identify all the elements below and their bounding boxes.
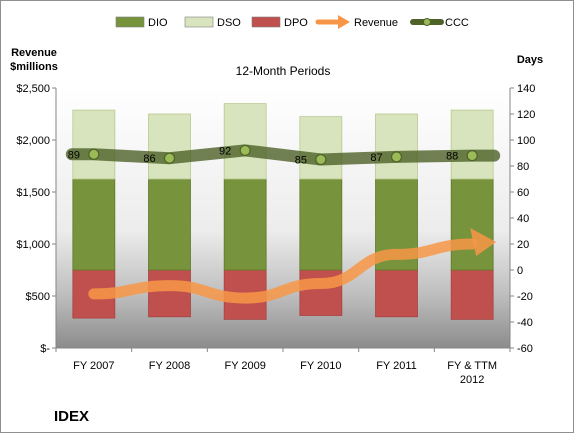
right-tick-label: 0 [517,265,523,277]
bar-dso [299,116,343,180]
x-tick-label: FY 2009 [224,360,265,372]
legend-label-ccc: CCC [445,17,469,29]
left-tick-label: $- [40,343,50,355]
left-tick-label: $2,500 [16,83,50,95]
left-tick-label: $500 [26,291,50,303]
bar-dio [148,178,191,271]
right-tick-label: -60 [517,343,533,355]
bar-dso [72,109,116,180]
ccc-data-label: 87 [370,152,382,164]
left-axis-title-line1: Revenue [11,47,57,59]
chart-title: 12-Month Periods [236,64,331,78]
right-axis-title: Days [517,54,543,66]
legend-label-revenue: Revenue [354,17,398,29]
right-tick-label: 40 [517,213,529,225]
x-tick-label: FY 2010 [300,360,341,372]
bar-dpo [450,269,494,320]
ccc-marker [88,148,100,160]
x-tick-label: FY 2007 [73,360,114,372]
bar-dio [223,178,267,271]
legend-swatch-dpo [251,16,281,28]
legend-swatch-revenue-head [338,15,350,29]
left-axis-title-line2: $millions [10,61,58,73]
ccc-line [65,144,501,166]
bar-dpo [148,269,191,318]
right-tick-label: 60 [517,187,529,199]
bar-dio [72,178,116,271]
legend-swatch-dio [115,16,145,28]
legend-label-dso: DSO [217,17,241,29]
x-tick-label: 2012 [460,374,484,386]
x-tick-label: FY 2008 [149,360,190,372]
bar-dso [450,109,494,180]
ccc-marker [315,153,327,166]
ccc-data-label: 88 [446,151,458,163]
plot-area [56,88,510,348]
right-tick-label: -20 [517,291,533,303]
revenue-line [88,238,478,304]
bar-dso [148,113,191,180]
legend-label-dpo: DPO [284,17,308,29]
bar-dso [375,113,418,180]
right-tick-label: 20 [517,239,529,251]
bar-dio [450,178,494,271]
legend-swatch-dso [184,16,214,28]
right-tick-label: 140 [517,83,535,95]
left-tick-label: $1,500 [16,187,50,199]
bar-dio [299,178,343,271]
bar-dpo [375,269,418,318]
legend-label-dio: DIO [148,17,168,29]
ccc-marker [390,151,403,163]
ccc-marker [466,150,478,162]
ccc-data-label: 92 [219,145,231,157]
right-tick-label: 120 [517,109,535,121]
x-tick-label: FY 2011 [376,360,417,372]
ccc-marker [239,144,251,156]
right-tick-label: 100 [517,135,535,147]
left-tick-label: $1,000 [16,239,50,251]
left-tick-label: $2,000 [16,135,50,147]
company-label: IDEX [54,408,89,425]
x-tick-label: FY & TTM [447,360,497,372]
right-tick-label: 80 [517,161,529,173]
bar-dso [223,103,267,180]
ccc-marker [163,152,176,164]
ccc-data-label: 89 [68,149,80,161]
ccc-data-label: 85 [295,155,307,167]
legend-swatch-ccc-marker [423,18,431,26]
revenue-arrow-head [470,228,497,256]
right-tick-label: -40 [517,317,533,329]
ccc-data-label: 86 [143,153,155,165]
